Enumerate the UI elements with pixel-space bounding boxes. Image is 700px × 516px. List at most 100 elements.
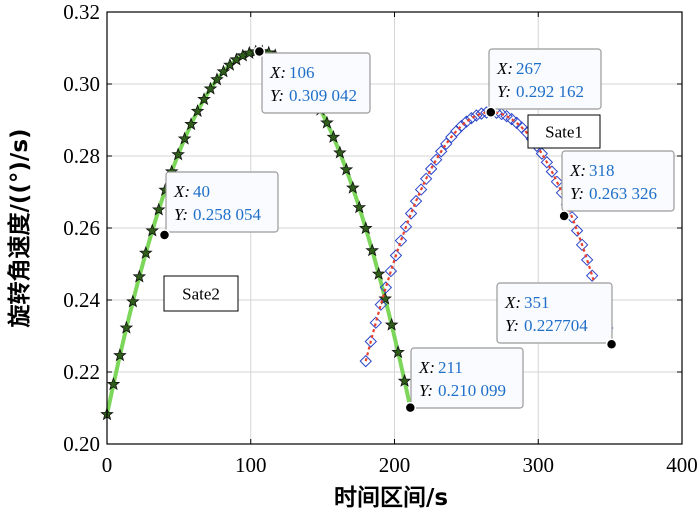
series-marker bbox=[151, 202, 166, 216]
series-marker bbox=[320, 115, 334, 129]
datatip: X: 351 Y: 0.227704 bbox=[496, 282, 618, 351]
x-axis-title: 时间区间/s bbox=[334, 485, 448, 511]
datatip-point bbox=[558, 210, 570, 222]
datatip: X: 267 Y: 0.292 162 bbox=[485, 48, 602, 118]
series-marker bbox=[210, 72, 224, 86]
datatip: X: 106 Y: 0.309 042 bbox=[253, 45, 371, 114]
series-marker bbox=[365, 243, 380, 257]
series-marker bbox=[352, 200, 367, 214]
series-marker bbox=[550, 175, 564, 189]
series-marker bbox=[374, 298, 388, 311]
datatip-y-key: Y: bbox=[174, 205, 188, 224]
series-marker bbox=[190, 104, 205, 117]
series-marker bbox=[378, 291, 392, 305]
x-tick-label: 200 bbox=[379, 453, 411, 477]
series-marker bbox=[106, 377, 121, 391]
series-marker bbox=[132, 269, 147, 283]
y-tick-label: 0.22 bbox=[63, 360, 100, 384]
series-marker bbox=[429, 153, 443, 166]
x-tick-label: 0 bbox=[102, 453, 113, 477]
series-marker bbox=[424, 162, 438, 176]
y-axis-title: 旋转角速度/((°)/s) bbox=[6, 128, 33, 327]
datatip-box bbox=[488, 48, 602, 110]
datatip-y-value: 0.227704 bbox=[524, 316, 588, 335]
datatip-point bbox=[605, 338, 618, 351]
legend-sate1: Sate1 bbox=[527, 114, 601, 149]
y-tick-label: 0.28 bbox=[63, 144, 100, 168]
series-marker bbox=[404, 207, 418, 220]
series-marker bbox=[414, 183, 428, 196]
series-marker bbox=[371, 266, 386, 280]
datatip-box bbox=[496, 282, 613, 344]
datatip-y-value: 0.292 162 bbox=[516, 82, 584, 101]
datatip-point bbox=[253, 45, 266, 58]
legend-label: Sate1 bbox=[545, 123, 583, 142]
series-marker bbox=[440, 137, 453, 151]
datatip-x-key: X: bbox=[496, 59, 513, 78]
series-marker bbox=[399, 220, 413, 233]
datatip-y-key: Y: bbox=[270, 86, 284, 105]
datatip-y-key: Y: bbox=[419, 381, 433, 400]
datatip-y-value: 0.210 099 bbox=[438, 381, 506, 400]
series-marker bbox=[139, 245, 153, 259]
series-marker bbox=[397, 373, 412, 387]
datatip-y-value: 0.258 054 bbox=[193, 205, 262, 224]
x-tick-label: 100 bbox=[235, 453, 267, 477]
datatip-x-key: X: bbox=[569, 161, 586, 180]
series-marker bbox=[364, 335, 377, 348]
datatip-y-key: Y: bbox=[497, 82, 511, 101]
series-marker bbox=[580, 253, 594, 267]
y-tick-label: 0.32 bbox=[63, 0, 100, 24]
series-marker bbox=[358, 221, 373, 235]
legend-layer: Sate2 Sate1 bbox=[163, 114, 601, 312]
y-tick-label: 0.26 bbox=[63, 216, 100, 240]
series-marker bbox=[145, 223, 160, 237]
datatip-x-value: 318 bbox=[589, 161, 615, 180]
series-marker bbox=[369, 316, 383, 329]
plot-frame bbox=[106, 11, 683, 445]
series-marker bbox=[585, 269, 599, 282]
x-tick-label: 300 bbox=[523, 453, 555, 477]
datatip-point bbox=[485, 106, 497, 118]
series-marker bbox=[384, 264, 398, 278]
datatip-x-value: 106 bbox=[289, 63, 315, 82]
y-tick-label: 0.30 bbox=[63, 72, 100, 96]
series-marker bbox=[435, 145, 448, 158]
datatip-x-value: 351 bbox=[524, 293, 550, 312]
series-marker bbox=[391, 345, 405, 359]
datatip-box bbox=[561, 150, 675, 212]
series-marker bbox=[113, 348, 127, 362]
axes-layer: 0 100 200 300 400 0.20 0.22 0.24 0.26 0.28 0.30 0.3… bbox=[63, 0, 698, 477]
datatip-x-value: 211 bbox=[438, 358, 463, 377]
series-marker bbox=[346, 180, 360, 194]
series-marker bbox=[333, 145, 347, 159]
y-tick-label: 0.24 bbox=[63, 288, 100, 312]
series-marker bbox=[419, 172, 433, 186]
datatip-box bbox=[261, 52, 371, 114]
datatip-box bbox=[165, 171, 279, 233]
legend-label: Sate2 bbox=[182, 285, 220, 304]
series-marker bbox=[326, 129, 341, 143]
series-marker bbox=[216, 64, 231, 78]
series-marker bbox=[384, 317, 399, 331]
datatip: X: 40 Y: 0.258 054 bbox=[158, 171, 279, 241]
series-marker bbox=[119, 320, 134, 334]
x-tick-label: 400 bbox=[666, 453, 698, 477]
datatip-y-value: 0.309 042 bbox=[289, 86, 357, 105]
datatip-point bbox=[404, 401, 417, 414]
series-marker bbox=[184, 117, 198, 131]
datatip-x-key: X: bbox=[269, 63, 286, 82]
y-tick-label: 0.20 bbox=[63, 432, 100, 456]
series-marker bbox=[197, 92, 211, 106]
series-marker bbox=[465, 112, 478, 125]
series-marker bbox=[394, 234, 408, 247]
series-marker bbox=[171, 147, 185, 161]
legend-box bbox=[527, 114, 601, 149]
series-marker bbox=[389, 249, 403, 262]
series-marker bbox=[540, 156, 554, 169]
datatip-y-key: Y: bbox=[505, 316, 519, 335]
series-marker bbox=[126, 294, 140, 308]
datatip-point bbox=[158, 229, 171, 241]
